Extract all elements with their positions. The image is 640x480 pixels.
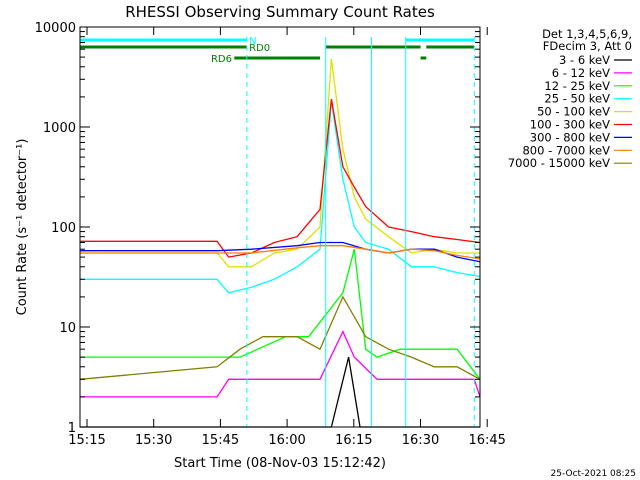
x-axis-label: Start Time (08-Nov-03 15:12:42) [174,456,386,471]
y-tick-label-3: 1000 [43,121,76,136]
y-tick-label-1: 10 [59,321,76,336]
y-axis-label: Count Rate (s⁻¹ detector⁻¹) [15,139,30,316]
legend-label-8: 7000 - 15000 keV [508,156,610,170]
legend: Det 1,3,4,5,6,9, FDecim 3, Att 0 3 - 6 k… [508,27,632,170]
series-line-5 [80,98,481,258]
flag-label-0: N [249,36,256,47]
series-line-7 [80,245,481,260]
x-tick-label-6: 16:45 [468,433,505,448]
legend-label-5: 100 - 300 keV [530,118,610,132]
y-tick-label-4: 10000 [35,21,76,36]
series-line-4 [80,58,480,268]
timestamp: 25-Oct-2021 08:25 [551,469,636,479]
x-tick-label-0: 15:15 [68,433,105,448]
legend-label-7: 800 - 7000 keV [522,143,610,157]
legend-header-1: Det 1,3,4,5,6,9, [542,27,632,41]
legend-header-2: FDecim 3, Att 0 [543,39,632,53]
legend-label-6: 300 - 800 keV [530,130,610,144]
series-line-6 [80,241,481,263]
chart-title: RHESSI Observing Summary Count Rates [125,3,435,21]
x-tick-label-2: 15:45 [202,433,239,448]
series-line-3 [80,101,481,294]
series-line-2 [80,249,481,380]
x-tick-label-3: 16:00 [268,433,305,448]
series-line-0 [80,356,480,428]
y-ticks: 1 10 100 1000 10000 [35,21,480,436]
flag-label-2: RD6 [211,54,232,65]
flag-label-1: RD0 [249,43,270,54]
x-tick-label-4: 16:15 [335,433,372,448]
y-tick-label-2: 100 [51,221,76,236]
plot-frame [79,26,481,428]
y-tick-label-0: 1 [68,421,76,436]
x-tick-label-1: 15:30 [135,433,172,448]
legend-label-4: 50 - 100 keV [537,105,610,119]
series-layer [79,58,481,428]
legend-label-2: 12 - 25 keV [544,79,610,93]
series-line-1 [80,330,481,398]
legend-label-1: 6 - 12 keV [552,66,610,80]
series-line-8 [79,295,481,380]
legend-label-0: 3 - 6 keV [559,53,610,67]
legend-label-3: 25 - 50 keV [544,92,610,106]
x-ticks: 15:15 15:30 15:45 16:00 16:15 16:30 16:45 [68,27,506,448]
x-tick-label-5: 16:30 [402,433,439,448]
